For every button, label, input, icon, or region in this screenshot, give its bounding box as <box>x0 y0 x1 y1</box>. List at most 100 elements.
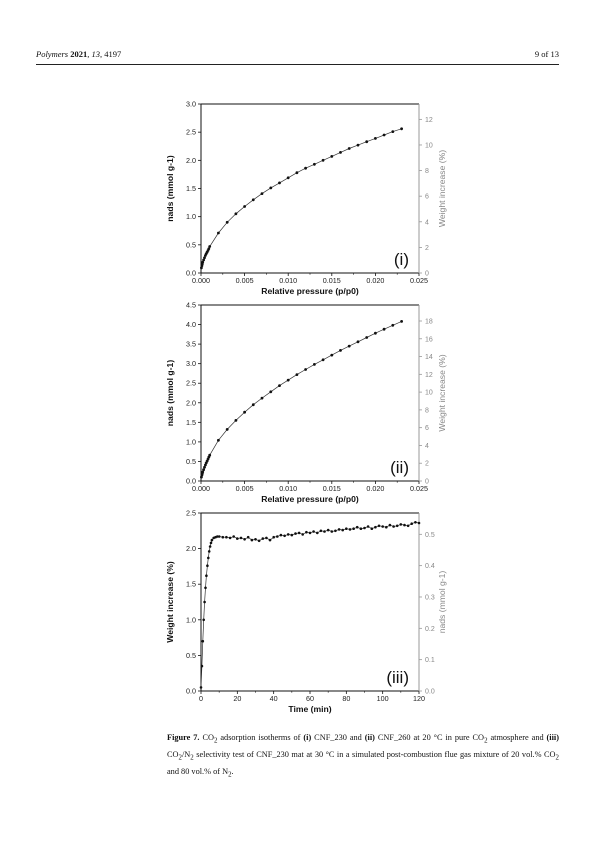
data-point <box>276 535 279 538</box>
caption-part-4: CNF_230 and <box>311 733 365 742</box>
x-axis-label: Time (min) <box>288 704 331 714</box>
data-point <box>374 331 377 335</box>
data-point <box>208 453 212 457</box>
data-point <box>312 530 315 533</box>
data-point <box>326 528 330 532</box>
data-point <box>385 525 388 529</box>
caption-part-18: . <box>231 766 234 776</box>
x-tick-label: 0 <box>199 694 203 703</box>
y-tick-label: 1.0 <box>186 615 196 624</box>
y2-axis-label: Weight increase (%) <box>437 150 447 227</box>
y-tick-label: 2.5 <box>186 379 196 388</box>
y-tick-label: 4.0 <box>186 320 196 329</box>
data-point <box>217 535 221 538</box>
data-point <box>209 541 213 545</box>
y-axis-label: nads (mmol g-1) <box>165 360 175 427</box>
data-point <box>391 130 395 134</box>
data-point <box>199 686 203 689</box>
header-rule <box>36 64 559 65</box>
y2-tick-label: 0.2 <box>425 626 435 633</box>
data-point <box>347 147 351 150</box>
data-point <box>257 539 261 543</box>
series-line <box>201 128 402 268</box>
data-point <box>295 171 299 175</box>
caption-part-1: 2 <box>213 737 218 745</box>
x-tick-label: 60 <box>306 694 314 703</box>
y2-tick-label: 18 <box>425 319 433 326</box>
data-point <box>321 158 325 162</box>
data-point <box>225 428 229 431</box>
y-tick-label: 0.0 <box>186 477 196 486</box>
data-point <box>339 151 342 154</box>
panel-label: (i) <box>394 250 409 269</box>
data-point <box>202 618 205 622</box>
x-tick-label: 80 <box>342 694 350 703</box>
data-point <box>295 373 299 376</box>
data-point <box>278 384 281 387</box>
data-point <box>308 531 312 535</box>
data-point <box>261 537 265 540</box>
data-point <box>205 574 208 577</box>
y2-tick-label: 6 <box>425 425 429 432</box>
x-tick-label: 0.005 <box>236 276 254 285</box>
data-point <box>337 528 341 531</box>
data-point <box>301 533 305 536</box>
y-tick-label: 1.5 <box>186 184 196 193</box>
x-tick-label: 0.015 <box>323 484 341 493</box>
x-tick-label: 0.020 <box>366 276 384 285</box>
data-point <box>203 256 206 260</box>
y-tick-label: 4.5 <box>186 301 196 310</box>
data-point <box>201 260 205 264</box>
data-point <box>228 536 232 540</box>
x-tick-label: 0.015 <box>323 276 341 285</box>
figure-caption: Figure 7. CO2 adsorption isotherms of (i… <box>167 731 559 782</box>
y2-tick-label: 0.1 <box>425 657 435 664</box>
data-point <box>286 378 290 382</box>
data-point <box>200 266 203 270</box>
y2-tick-label: 4 <box>425 219 429 226</box>
data-point <box>334 529 337 533</box>
data-point <box>365 336 369 339</box>
data-point <box>366 525 370 528</box>
data-point <box>217 438 220 442</box>
data-point <box>359 527 363 530</box>
data-point <box>339 349 342 352</box>
caption-part-8: atmosphere and <box>487 733 547 742</box>
y2-tick-label: 10 <box>425 390 433 397</box>
data-point <box>208 545 212 548</box>
y2-tick-label: 0.0 <box>425 689 435 696</box>
caption-part-6: CNF_260 at 20 °C in pure CO <box>374 733 485 742</box>
data-point <box>236 537 239 540</box>
caption-part-9: (iii) <box>546 733 559 742</box>
caption-part-3: (i) <box>303 733 312 742</box>
data-point <box>269 390 273 394</box>
data-point <box>283 534 286 538</box>
y-tick-label: 2.0 <box>186 156 196 165</box>
data-point <box>254 538 257 541</box>
data-point <box>265 536 268 540</box>
caption-part-13: 2 <box>190 754 194 762</box>
caption-part-15: 2 <box>555 754 559 762</box>
data-point <box>356 143 360 147</box>
y2-tick-label: 14 <box>425 354 433 361</box>
data-point <box>321 358 325 362</box>
data-point <box>297 531 301 535</box>
data-point <box>278 181 281 185</box>
data-point <box>286 533 290 536</box>
data-point <box>243 410 247 414</box>
data-point <box>377 524 381 528</box>
caption-text: CO2 adsorption isotherms of (i) CNF_230 … <box>167 733 559 778</box>
data-point <box>260 396 264 400</box>
y2-tick-label: 2 <box>425 461 429 468</box>
data-point <box>200 664 204 668</box>
caption-part-16: and 80 vol.% of N <box>167 766 229 776</box>
data-point <box>202 468 206 472</box>
data-point <box>410 522 414 525</box>
data-point <box>201 470 205 474</box>
caption-part-10: CO <box>167 749 179 759</box>
data-point <box>251 403 255 407</box>
y-tick-label: 2.0 <box>186 544 196 553</box>
x-axis-label: Relative pressure (p/p0) <box>261 286 359 296</box>
panel-label: (iii) <box>386 668 409 687</box>
y2-tick-label: 8 <box>425 168 429 175</box>
